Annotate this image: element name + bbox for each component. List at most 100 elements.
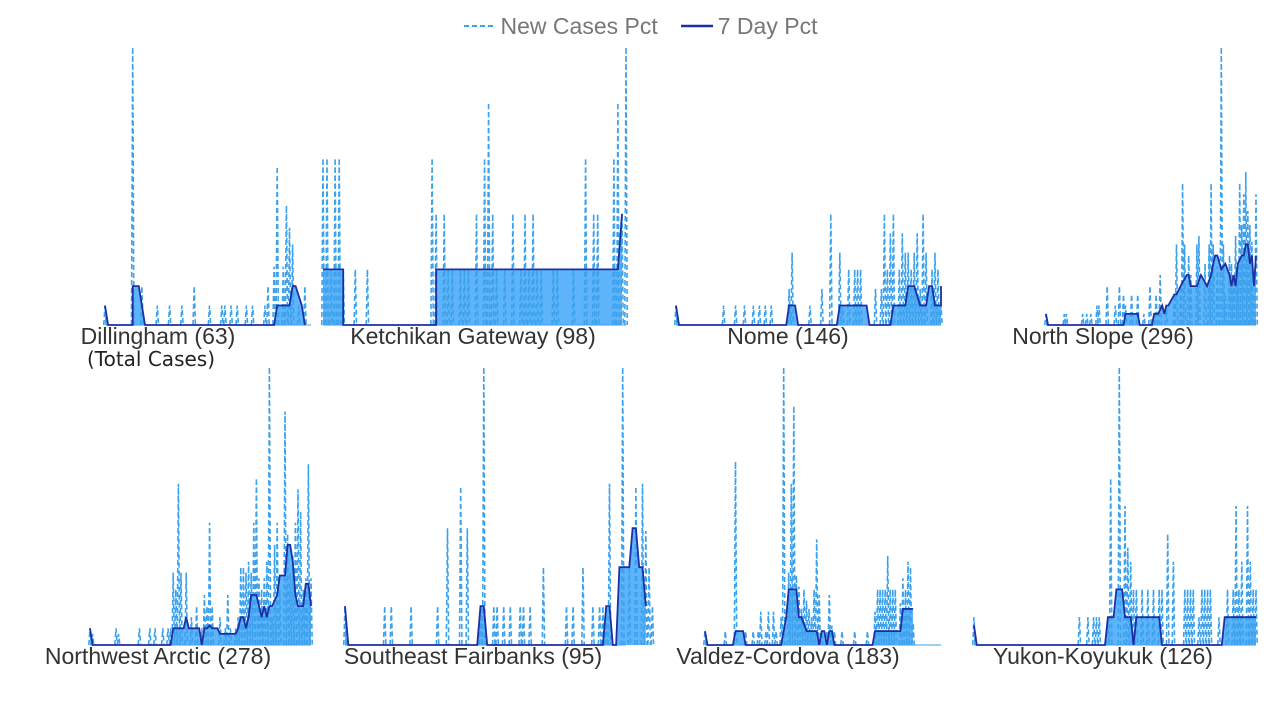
new-cases-spike (1209, 183, 1214, 326)
new-cases-spike (527, 269, 531, 326)
new-cases-spike (888, 589, 893, 646)
new-cases-spike (1148, 286, 1152, 326)
new-cases-spike (244, 572, 248, 646)
new-cases-spike (751, 305, 756, 326)
new-cases-spike (769, 305, 774, 326)
new-cases-spike (486, 102, 491, 326)
new-cases-spike (1141, 313, 1146, 326)
new-cases-spike (1117, 286, 1122, 326)
new-cases-spike (912, 252, 917, 326)
new-cases-spike (1105, 286, 1110, 326)
new-cases-spike (450, 269, 455, 326)
new-cases-spike (703, 631, 707, 646)
seven-day-area (705, 589, 914, 645)
new-cases-spike (865, 631, 870, 646)
new-cases-spike (301, 589, 306, 646)
new-cases-spike (519, 269, 523, 326)
new-cases-spike (817, 594, 822, 646)
new-cases-spike (251, 522, 256, 646)
new-cases-spike (1077, 617, 1082, 646)
new-cases-spike (858, 269, 863, 326)
new-cases-spike (809, 617, 814, 646)
new-cases-spike (890, 589, 895, 646)
new-cases-spike (837, 252, 842, 326)
panel-2 (321, 46, 628, 326)
new-cases-spike (555, 269, 560, 326)
new-cases-spike (855, 269, 860, 326)
new-cases-spike (1211, 244, 1216, 326)
new-cases-spike (742, 305, 747, 326)
new-cases-spike (219, 305, 224, 326)
new-cases-spike (442, 213, 447, 326)
new-cases-spike (1097, 617, 1102, 646)
new-cases-spike (814, 539, 819, 646)
new-cases-spike (446, 269, 451, 326)
new-cases-spike (207, 305, 212, 326)
new-cases-spike (1229, 263, 1234, 326)
new-cases-spike (531, 213, 536, 326)
new-cases-spike (409, 606, 414, 646)
new-cases-spike (235, 305, 240, 326)
new-cases-spike (435, 606, 440, 646)
new-cases-spike (494, 269, 499, 326)
total-cases-note: (Total Cases) (86, 347, 216, 371)
new-cases-spike (130, 46, 135, 326)
new-cases-spike (1199, 589, 1204, 646)
new-cases-spike (502, 269, 507, 326)
new-cases-spike (915, 233, 920, 326)
new-cases-spike (1131, 589, 1136, 646)
new-cases-spike (751, 631, 756, 646)
panel-title: Southeast Fairbanks (95) (343, 643, 603, 669)
seven-day-line (1045, 243, 1257, 326)
new-cases-spike (1085, 617, 1090, 646)
new-cases-spike (633, 486, 638, 646)
seven-day-line (89, 544, 312, 646)
chart-legend: New Cases Pct 7 Day Pct (0, 10, 1280, 42)
new-cases-spike (1254, 589, 1258, 646)
new-cases-spike (1097, 305, 1101, 326)
new-cases-spike (1245, 505, 1250, 646)
new-cases-spike (160, 628, 165, 646)
new-cases-spike (478, 606, 483, 646)
new-cases-spike (921, 213, 926, 326)
new-cases-spike (812, 589, 817, 646)
new-cases-spike (1237, 183, 1242, 326)
new-cases-spike (1140, 589, 1145, 646)
new-cases-spike (852, 269, 857, 326)
new-cases-spike (1174, 244, 1179, 326)
new-cases-spike (607, 483, 612, 646)
new-cases-spike (882, 213, 887, 326)
new-cases-spike (1188, 589, 1193, 646)
new-cases-spike (888, 233, 893, 326)
new-cases-spike (272, 266, 277, 326)
new-cases-spike (1197, 617, 1201, 646)
new-cases-spike (225, 594, 230, 646)
new-cases-spike (1084, 313, 1089, 326)
new-cases-spike (179, 572, 183, 646)
new-cases-spike (288, 572, 293, 646)
new-cases-spike (1080, 313, 1085, 326)
new-cases-spike (875, 589, 880, 646)
new-cases-spike (389, 606, 394, 646)
new-cases-spike (1233, 235, 1238, 326)
new-cases-spike (365, 269, 370, 326)
legend-item-7day[interactable]: 7 Day Pct (680, 13, 817, 40)
new-cases-spike (250, 305, 255, 326)
seven-day-line (704, 588, 914, 646)
new-cases-spike (257, 578, 261, 646)
new-cases-spike (1245, 210, 1250, 326)
new-cases-spike (155, 305, 160, 326)
new-cases-spike (828, 213, 833, 326)
new-cases-spike (796, 586, 801, 646)
panel-7 (703, 366, 941, 646)
legend-item-new-cases[interactable]: New Cases Pct (463, 13, 658, 40)
new-cases-spike (244, 305, 249, 326)
new-cases-spike (827, 594, 832, 646)
new-cases-spike (518, 606, 523, 646)
new-cases-spike (650, 606, 655, 646)
new-cases-spike (501, 606, 506, 646)
new-cases-spike (116, 633, 121, 646)
panel-title: Ketchikan Gateway (98) (350, 323, 596, 349)
panel-6 (343, 366, 655, 646)
new-cases-spike (878, 589, 883, 646)
